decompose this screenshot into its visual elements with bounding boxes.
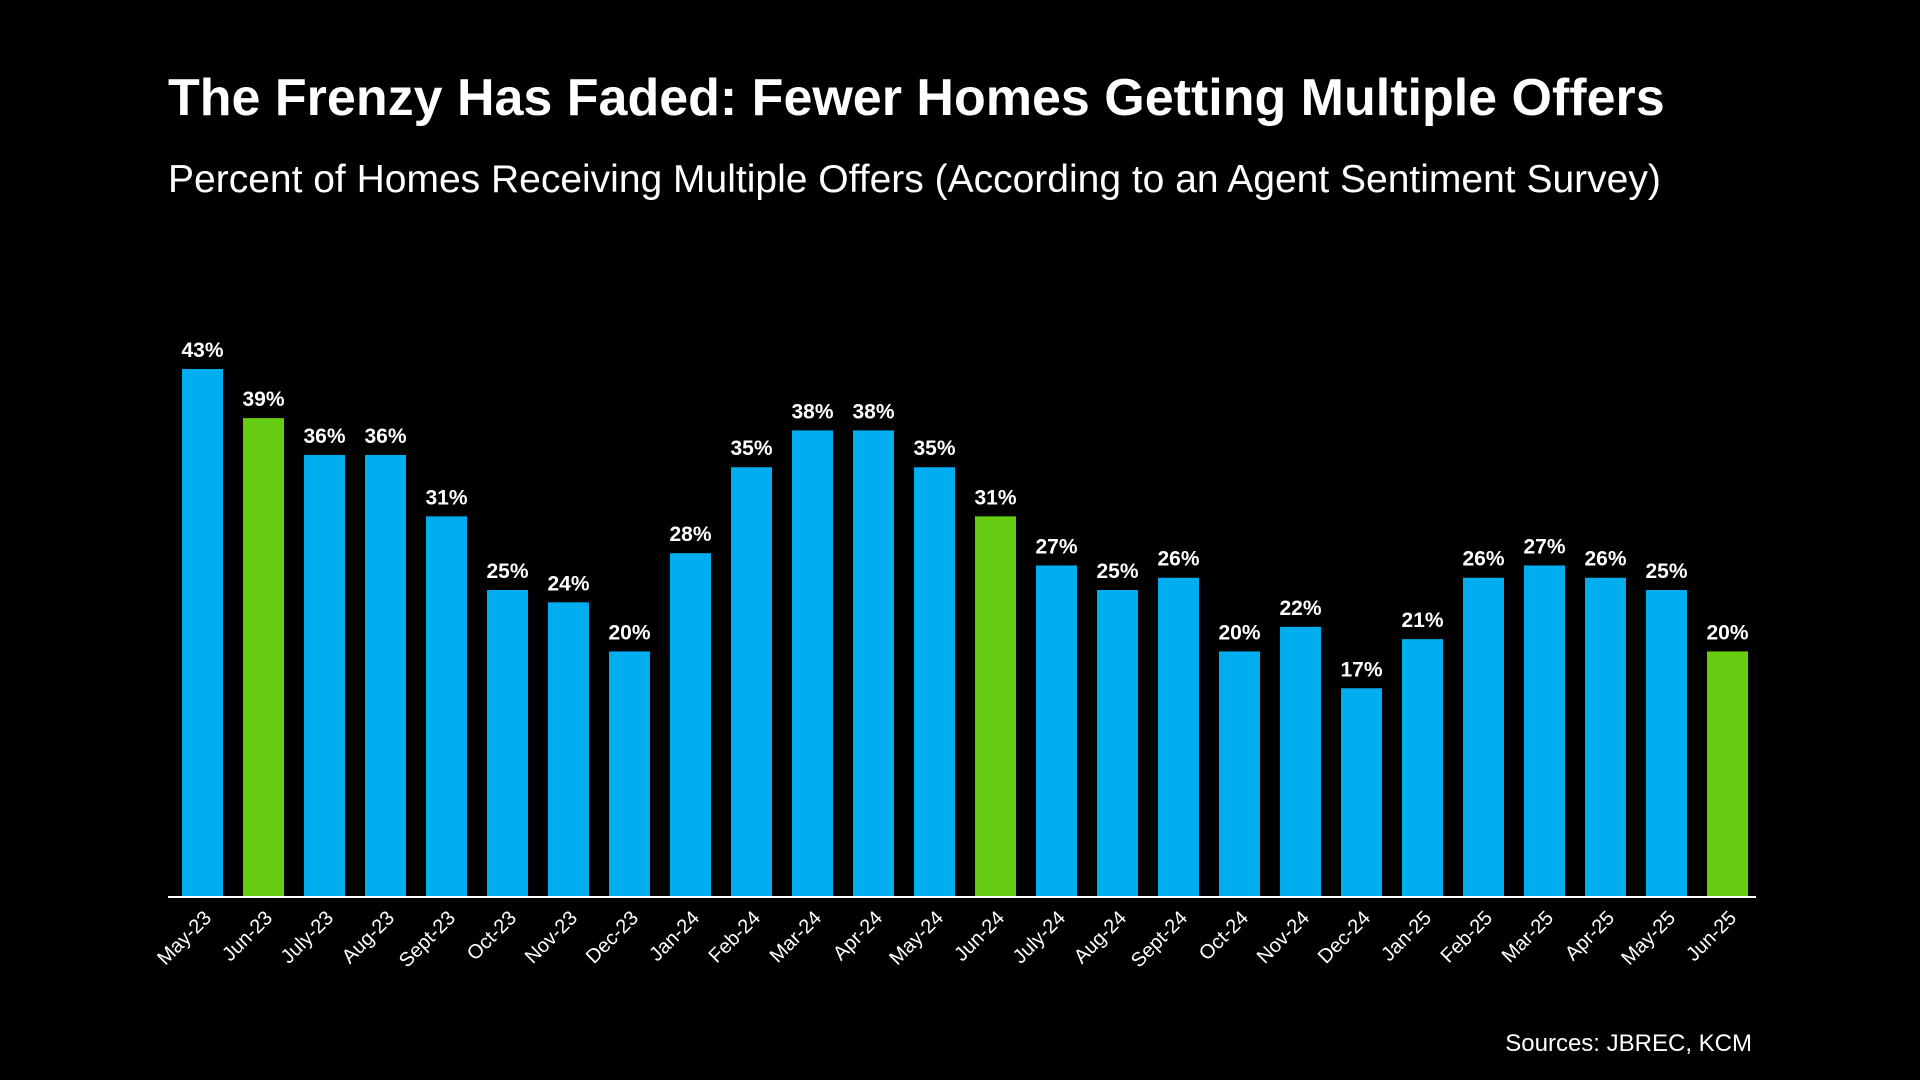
bar-apr-25 bbox=[1585, 577, 1626, 897]
bar-dec-24 bbox=[1341, 688, 1382, 897]
tick-label: Dec-24 bbox=[1314, 907, 1375, 968]
tick-label: May-23 bbox=[153, 907, 216, 970]
bar-july-23 bbox=[304, 454, 345, 897]
tick-label: Nov-23 bbox=[521, 907, 582, 968]
value-label: 22% bbox=[1279, 597, 1321, 620]
tick-label: Jun-25 bbox=[1682, 907, 1741, 966]
bar-dec-23 bbox=[609, 651, 650, 897]
bar-may-24 bbox=[914, 467, 955, 897]
value-label: 39% bbox=[242, 388, 284, 411]
bar-aug-24 bbox=[1097, 590, 1138, 897]
value-labels-group: 43% 39% 36% 36% 31% 25% 24% 20% 28% 35% 38% 38% 35% 3… bbox=[181, 339, 1748, 681]
value-label: 28% bbox=[669, 523, 711, 546]
tick-label: Sept-23 bbox=[395, 907, 460, 972]
chart-title: The Frenzy Has Faded: Fewer Homes Gettin… bbox=[168, 69, 1665, 127]
bars-group bbox=[182, 369, 1748, 897]
value-label: 38% bbox=[791, 400, 833, 423]
tick-label: Apr-25 bbox=[1561, 907, 1619, 965]
bar-jun-23 bbox=[243, 418, 284, 897]
value-label: 36% bbox=[364, 425, 406, 448]
bar-aug-23 bbox=[365, 454, 406, 897]
bar-mar-24 bbox=[792, 430, 833, 897]
bar-jan-24 bbox=[670, 553, 711, 897]
value-label: 20% bbox=[1218, 621, 1260, 644]
tick-label: Nov-24 bbox=[1253, 907, 1314, 968]
value-label: 36% bbox=[303, 425, 345, 448]
value-label: 27% bbox=[1523, 535, 1565, 558]
value-label: 35% bbox=[913, 437, 955, 460]
tick-label: Jun-23 bbox=[218, 907, 277, 966]
value-label: 25% bbox=[1645, 560, 1687, 583]
tick-label: Feb-24 bbox=[705, 907, 765, 967]
value-label: 20% bbox=[1706, 621, 1748, 644]
bar-jun-24 bbox=[975, 516, 1016, 897]
bar-sept-24 bbox=[1158, 577, 1199, 897]
value-label: 43% bbox=[181, 339, 223, 362]
bar-july-24 bbox=[1036, 565, 1077, 897]
value-label: 31% bbox=[974, 486, 1016, 509]
bar-mar-25 bbox=[1524, 565, 1565, 897]
bar-may-25 bbox=[1646, 590, 1687, 897]
source-note: Sources: JBREC, KCM bbox=[1505, 1030, 1752, 1057]
bar-feb-24 bbox=[731, 467, 772, 897]
tick-label: Aug-23 bbox=[338, 907, 399, 968]
value-label: 26% bbox=[1157, 548, 1199, 571]
tick-label: Jun-24 bbox=[950, 907, 1009, 966]
tick-label: Mar-24 bbox=[766, 907, 826, 967]
value-label: 27% bbox=[1035, 535, 1077, 558]
bar-sept-23 bbox=[426, 516, 467, 897]
bar-jun-25 bbox=[1707, 651, 1748, 897]
tick-label: July-23 bbox=[277, 907, 338, 968]
value-label: 17% bbox=[1340, 658, 1382, 681]
tick-label: Apr-24 bbox=[829, 907, 887, 965]
bar-nov-24 bbox=[1280, 626, 1321, 897]
value-label: 31% bbox=[425, 486, 467, 509]
tick-label: July-24 bbox=[1009, 907, 1070, 968]
value-label: 25% bbox=[1096, 560, 1138, 583]
bar-nov-23 bbox=[548, 602, 589, 897]
value-label: 38% bbox=[852, 400, 894, 423]
value-label: 21% bbox=[1401, 609, 1443, 632]
tick-label: Jan-25 bbox=[1377, 907, 1436, 966]
bar-may-23 bbox=[182, 369, 223, 897]
tick-label: Dec-23 bbox=[582, 907, 643, 968]
tick-label: Aug-24 bbox=[1070, 907, 1131, 968]
value-label: 20% bbox=[608, 621, 650, 644]
tick-label: Oct-23 bbox=[463, 907, 521, 965]
chart-subtitle: Percent of Homes Receiving Multiple Offe… bbox=[168, 158, 1661, 201]
tick-label: Oct-24 bbox=[1195, 907, 1253, 965]
tick-label: Sept-24 bbox=[1127, 907, 1192, 972]
bar-oct-24 bbox=[1219, 651, 1260, 897]
value-label: 26% bbox=[1584, 548, 1626, 571]
bar-feb-25 bbox=[1463, 577, 1504, 897]
tick-label: Mar-25 bbox=[1498, 907, 1558, 967]
value-label: 25% bbox=[486, 560, 528, 583]
tick-label: May-25 bbox=[1617, 907, 1680, 970]
value-label: 26% bbox=[1462, 548, 1504, 571]
tick-label: May-24 bbox=[885, 907, 948, 970]
bar-oct-23 bbox=[487, 590, 528, 897]
value-label: 24% bbox=[547, 572, 589, 595]
tick-label: Feb-25 bbox=[1437, 907, 1497, 967]
bar-jan-25 bbox=[1402, 639, 1443, 897]
bar-apr-24 bbox=[853, 430, 894, 897]
tick-label: Jan-24 bbox=[645, 907, 704, 966]
value-label: 35% bbox=[730, 437, 772, 460]
